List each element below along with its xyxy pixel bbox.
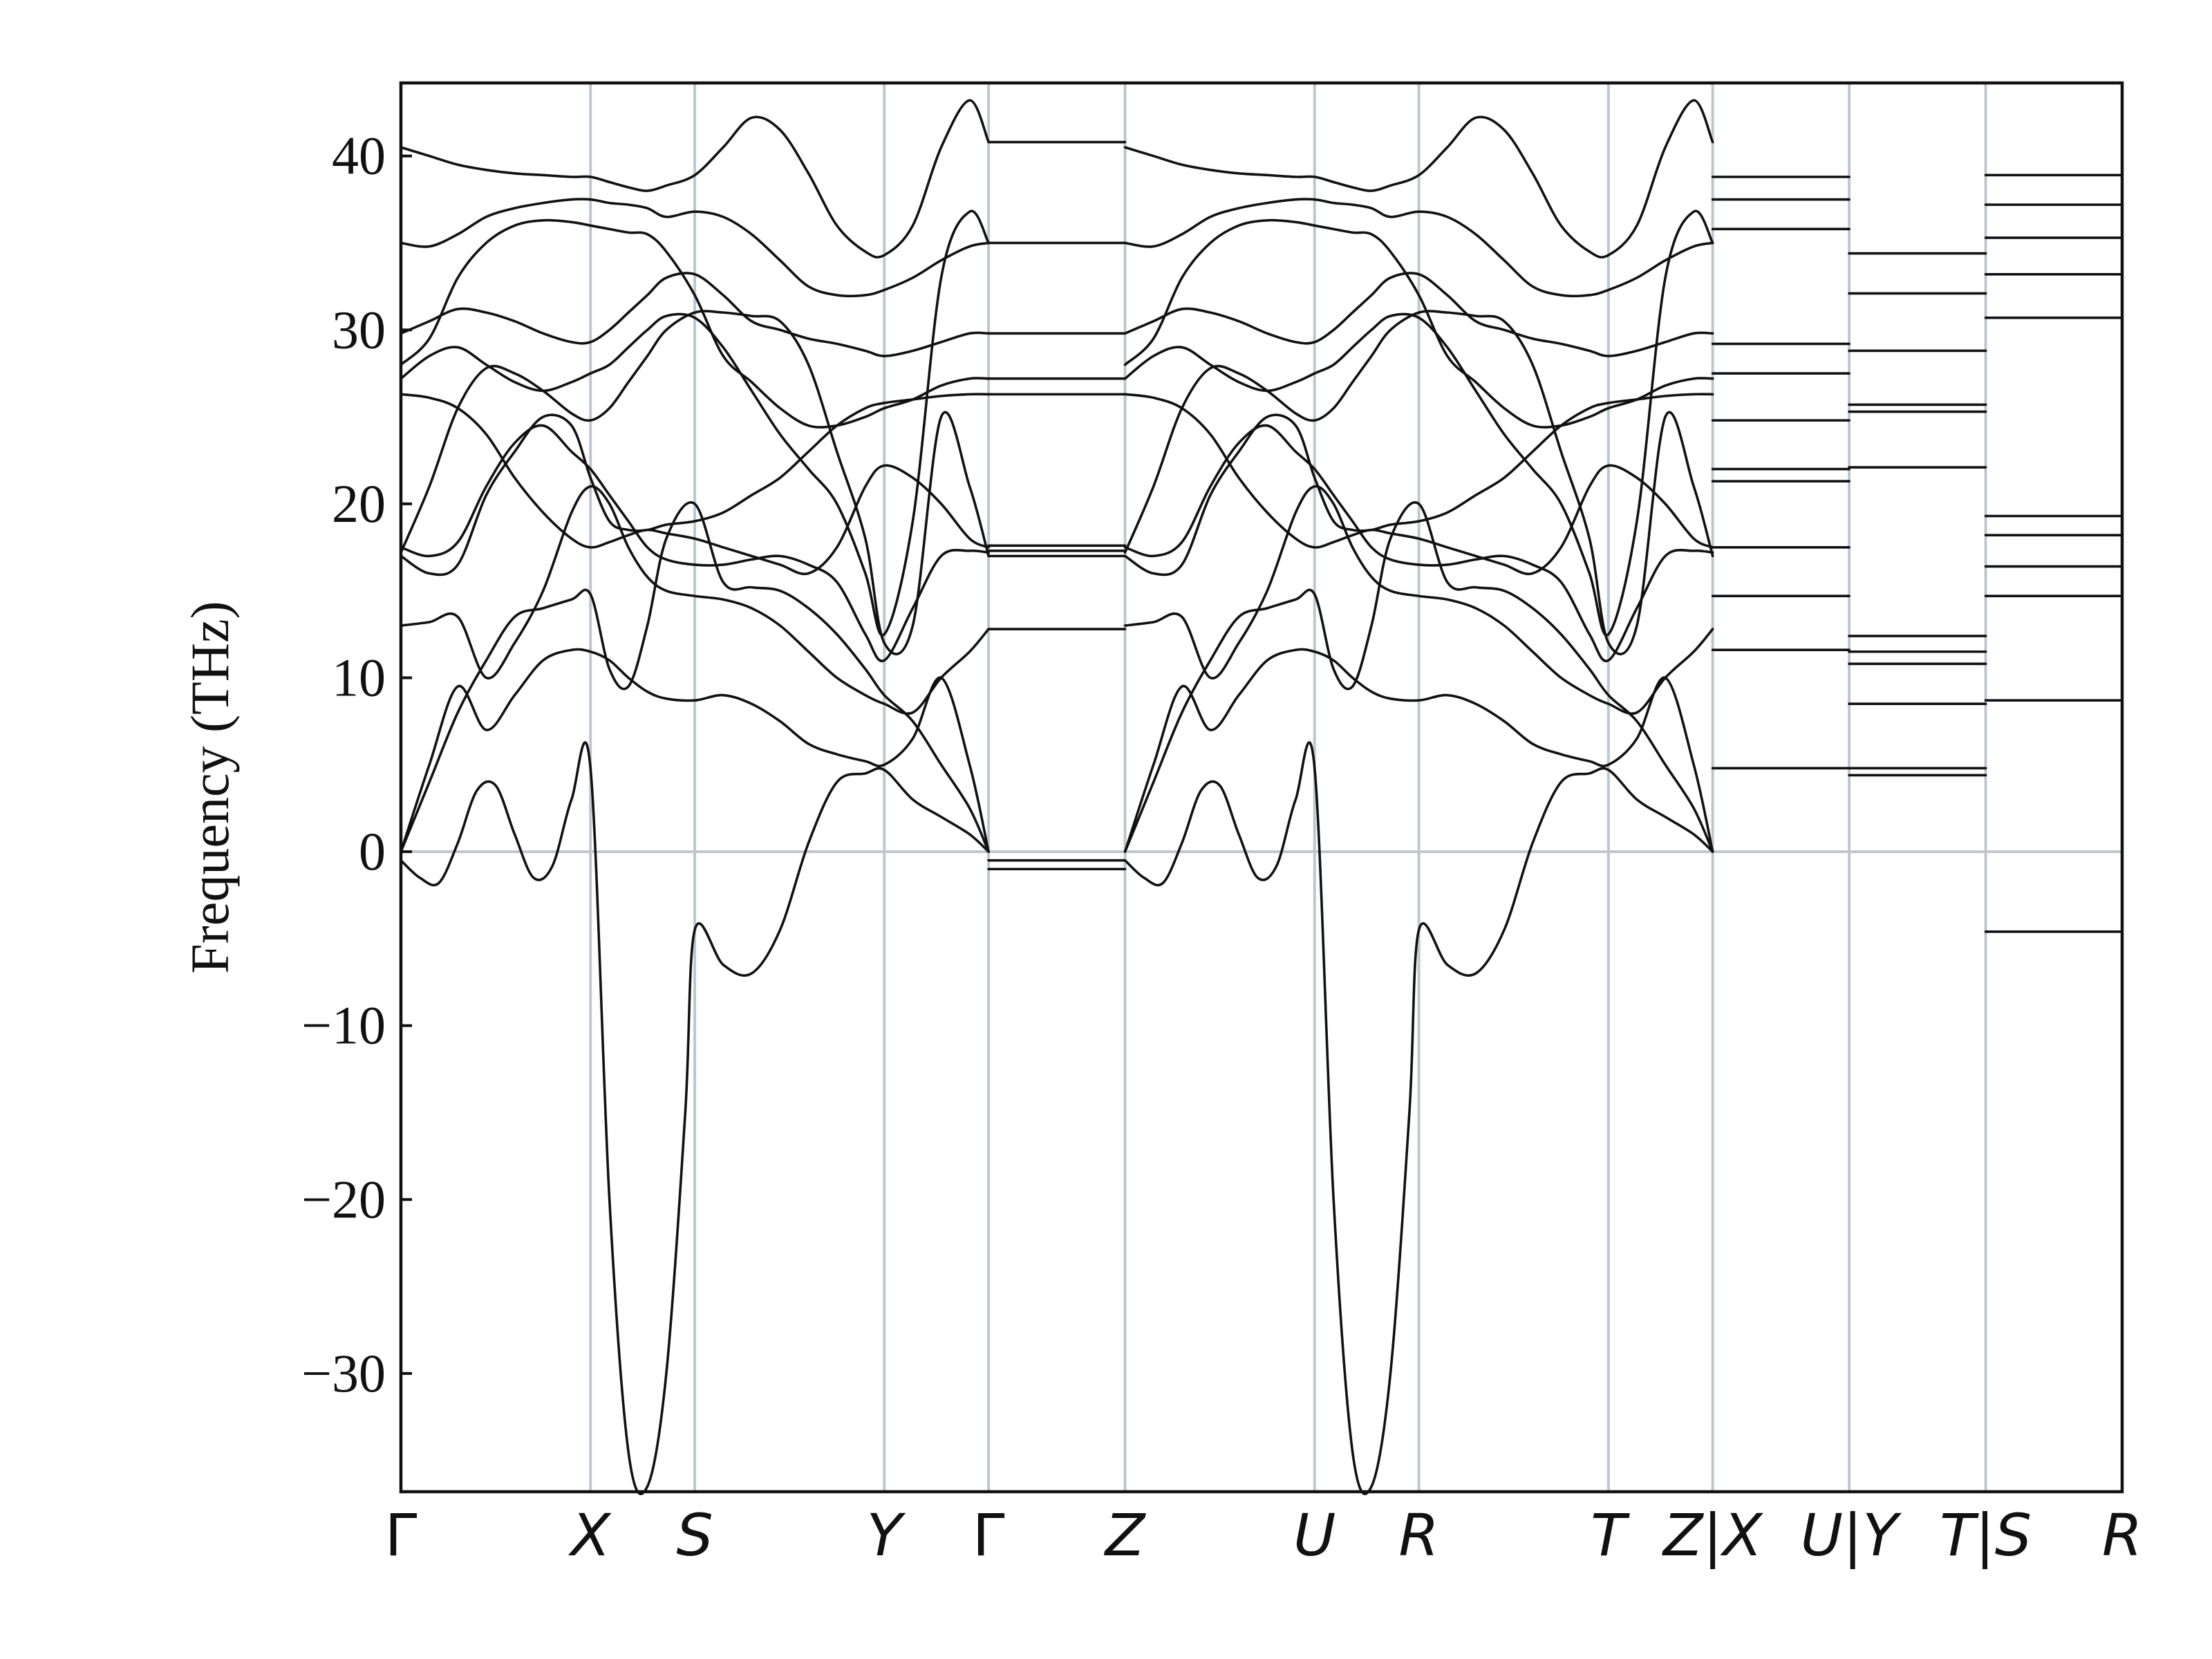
- x-axis: Γ X S Y Γ Z U R T Z|X U|Y T|S R: [385, 1501, 2143, 1569]
- x-tick-label: U: [1293, 1501, 1335, 1569]
- y-tick-label: −30: [301, 1343, 386, 1403]
- band-line: [400, 310, 990, 655]
- y-tick-label: 40: [332, 126, 386, 186]
- x-tick-label: X: [568, 1501, 612, 1569]
- band-line: [400, 485, 990, 715]
- band-line: [1123, 485, 1714, 715]
- x-tick-label: Γ: [973, 1501, 1005, 1569]
- band-line: [400, 741, 990, 1495]
- y-axis: −30 −20 −10 0 10 20 30 40: [301, 126, 412, 1403]
- band-line: [1123, 218, 1714, 429]
- y-axis-label: Frequency (THz): [180, 601, 240, 973]
- y-tick-label: 30: [332, 299, 386, 359]
- band-line: [400, 209, 990, 637]
- band-line: [400, 99, 990, 259]
- band-line: [1123, 741, 1714, 1495]
- band-line: [1123, 209, 1714, 637]
- band-line: [1123, 393, 1714, 577]
- x-tick-label: U|Y: [1801, 1501, 1902, 1569]
- band-line: [1123, 393, 1714, 576]
- x-tick-label: R: [1398, 1501, 1438, 1569]
- band-line: [400, 198, 990, 298]
- x-tick-label: Y: [867, 1501, 906, 1569]
- band-line: [400, 648, 990, 853]
- band-line: [400, 218, 990, 429]
- band-line: [400, 393, 990, 577]
- y-tick-label: 20: [332, 474, 386, 534]
- band-line: [1123, 310, 1714, 655]
- x-tick-label: T: [1591, 1501, 1630, 1569]
- band-line: [400, 424, 990, 663]
- band-line: [400, 272, 990, 357]
- x-tick-label: Z: [1104, 1501, 1147, 1569]
- y-tick-label: 0: [359, 821, 386, 881]
- phonon-bands: [400, 99, 2124, 1495]
- plot-frame: [399, 81, 2124, 1494]
- band-line: [1123, 424, 1714, 663]
- band-line: [1123, 99, 1714, 259]
- y-tick-label: −10: [301, 995, 386, 1056]
- high-symmetry-lines: [589, 83, 1987, 1492]
- band-line: [400, 501, 990, 853]
- band-line: [1123, 272, 1714, 357]
- x-tick-label: R: [2102, 1501, 2142, 1569]
- band-line: [1123, 648, 1714, 853]
- x-tick-label: T|S: [1940, 1501, 2032, 1569]
- band-line: [1123, 501, 1714, 853]
- y-tick-label: 10: [332, 647, 386, 707]
- y-tick-label: −20: [301, 1169, 386, 1229]
- x-tick-label: Γ: [385, 1501, 418, 1569]
- band-line: [400, 393, 990, 576]
- x-tick-label: Z|X: [1662, 1501, 1764, 1569]
- x-tick-label: S: [676, 1501, 713, 1569]
- band-line: [1123, 198, 1714, 298]
